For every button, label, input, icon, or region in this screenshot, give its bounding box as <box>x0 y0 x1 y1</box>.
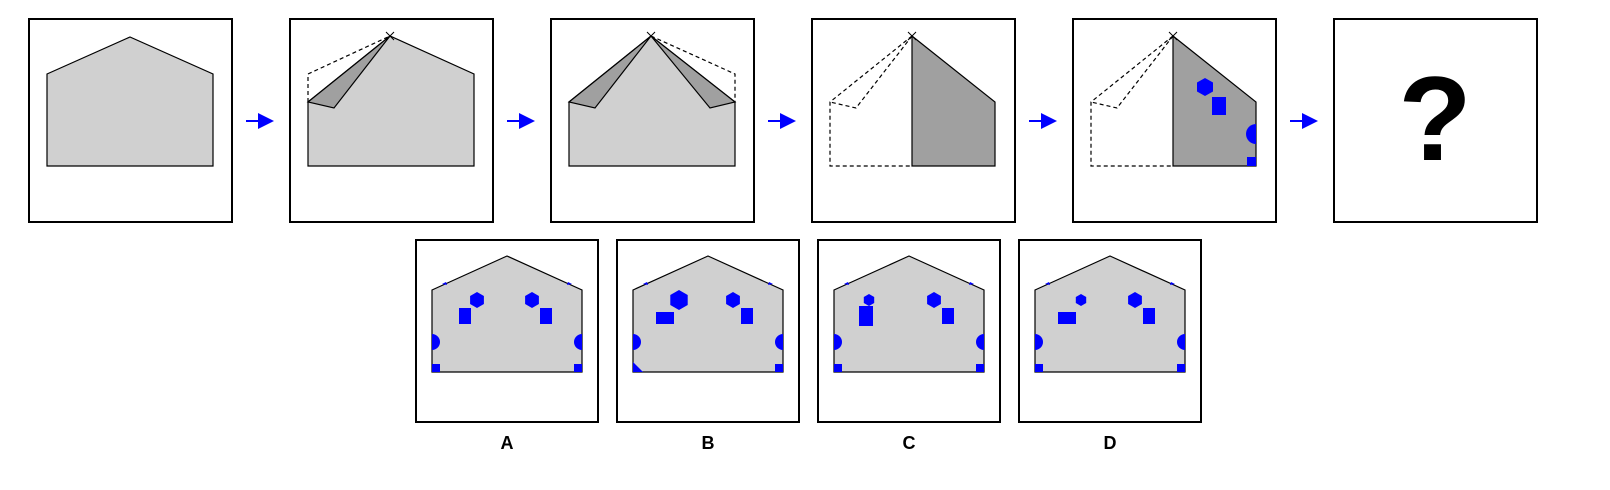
edge-punch <box>567 282 572 285</box>
rectangle-punch <box>859 306 873 326</box>
hexagon-punch <box>470 292 484 308</box>
hexagon-punch <box>927 292 941 308</box>
rectangle-punch <box>540 308 552 324</box>
option-label: B <box>702 433 715 453</box>
edge-punch <box>1170 282 1175 285</box>
option-a[interactable]: A <box>415 239 599 453</box>
option-label: D <box>1104 433 1117 453</box>
answer-panel: ? <box>1333 18 1538 223</box>
option-c[interactable]: C <box>817 239 1001 453</box>
corner-square-punch <box>1035 364 1043 372</box>
edge-punch <box>442 282 447 285</box>
corner-square-punch <box>775 364 783 372</box>
hexagon-punch <box>726 292 740 308</box>
folded-half <box>911 34 996 167</box>
edge-punch <box>643 282 648 285</box>
hexagon-punch <box>1075 294 1087 306</box>
semicircle-punch <box>834 334 842 350</box>
semicircle-punch <box>1246 124 1256 144</box>
fold-origin-dash <box>307 35 391 102</box>
corner-square-punch <box>432 364 440 372</box>
question-mark: ? <box>1398 52 1471 186</box>
semicircle-punch <box>976 334 984 350</box>
step-2-panel <box>289 18 494 223</box>
folded-flap <box>306 35 391 109</box>
step-3-panel <box>550 18 755 223</box>
corner-punch <box>633 362 643 372</box>
rectangle-punch <box>656 312 674 324</box>
corner-square-punch <box>834 364 842 372</box>
hexagon-punch <box>863 294 875 306</box>
option-b[interactable]: B <box>616 239 800 453</box>
unfolded-paper <box>431 255 583 373</box>
rectangle-punch <box>741 308 753 324</box>
step-1-panel <box>28 18 233 223</box>
folded-flap-left <box>567 35 652 109</box>
rectangle-punch <box>1212 97 1226 115</box>
hexagon-punch <box>670 290 688 310</box>
step-5-panel <box>1072 18 1277 223</box>
semicircle-punch <box>432 334 440 350</box>
edge-punch <box>969 282 974 285</box>
option-d[interactable]: D <box>1018 239 1202 453</box>
corner-square-punch <box>1177 364 1185 372</box>
edge-punch <box>1045 282 1050 285</box>
hexagon-punch <box>1128 292 1142 308</box>
rectangle-punch <box>459 308 471 324</box>
semicircle-punch <box>1035 334 1043 350</box>
unfolded-paper <box>833 255 985 373</box>
semicircle-punch <box>775 334 783 350</box>
unfolded-paper <box>632 255 784 373</box>
edge-punch <box>844 282 849 285</box>
fold-origin-dash <box>1090 35 1174 167</box>
fold-origin-dash <box>650 35 736 102</box>
corner-square-punch <box>976 364 984 372</box>
rectangle-punch <box>1058 312 1076 324</box>
edge-punch <box>768 282 773 285</box>
option-label: C <box>903 433 916 453</box>
folded-flap-right <box>650 35 737 109</box>
paper-shape <box>46 36 214 167</box>
corner-square-punch <box>574 364 582 372</box>
options-row: A B C D <box>415 239 1202 453</box>
unfolded-paper <box>1034 255 1186 373</box>
semicircle-punch <box>574 334 582 350</box>
rectangle-punch <box>1143 308 1155 324</box>
semicircle-punch <box>1177 334 1185 350</box>
semicircle-punch <box>633 334 641 350</box>
corner-square-punch <box>1247 157 1256 166</box>
rectangle-punch <box>942 308 954 324</box>
step-4-panel <box>811 18 1016 223</box>
fold-origin-dash <box>829 35 913 167</box>
hexagon-punch <box>1197 78 1213 96</box>
hexagon-punch <box>525 292 539 308</box>
option-label: A <box>501 433 514 453</box>
